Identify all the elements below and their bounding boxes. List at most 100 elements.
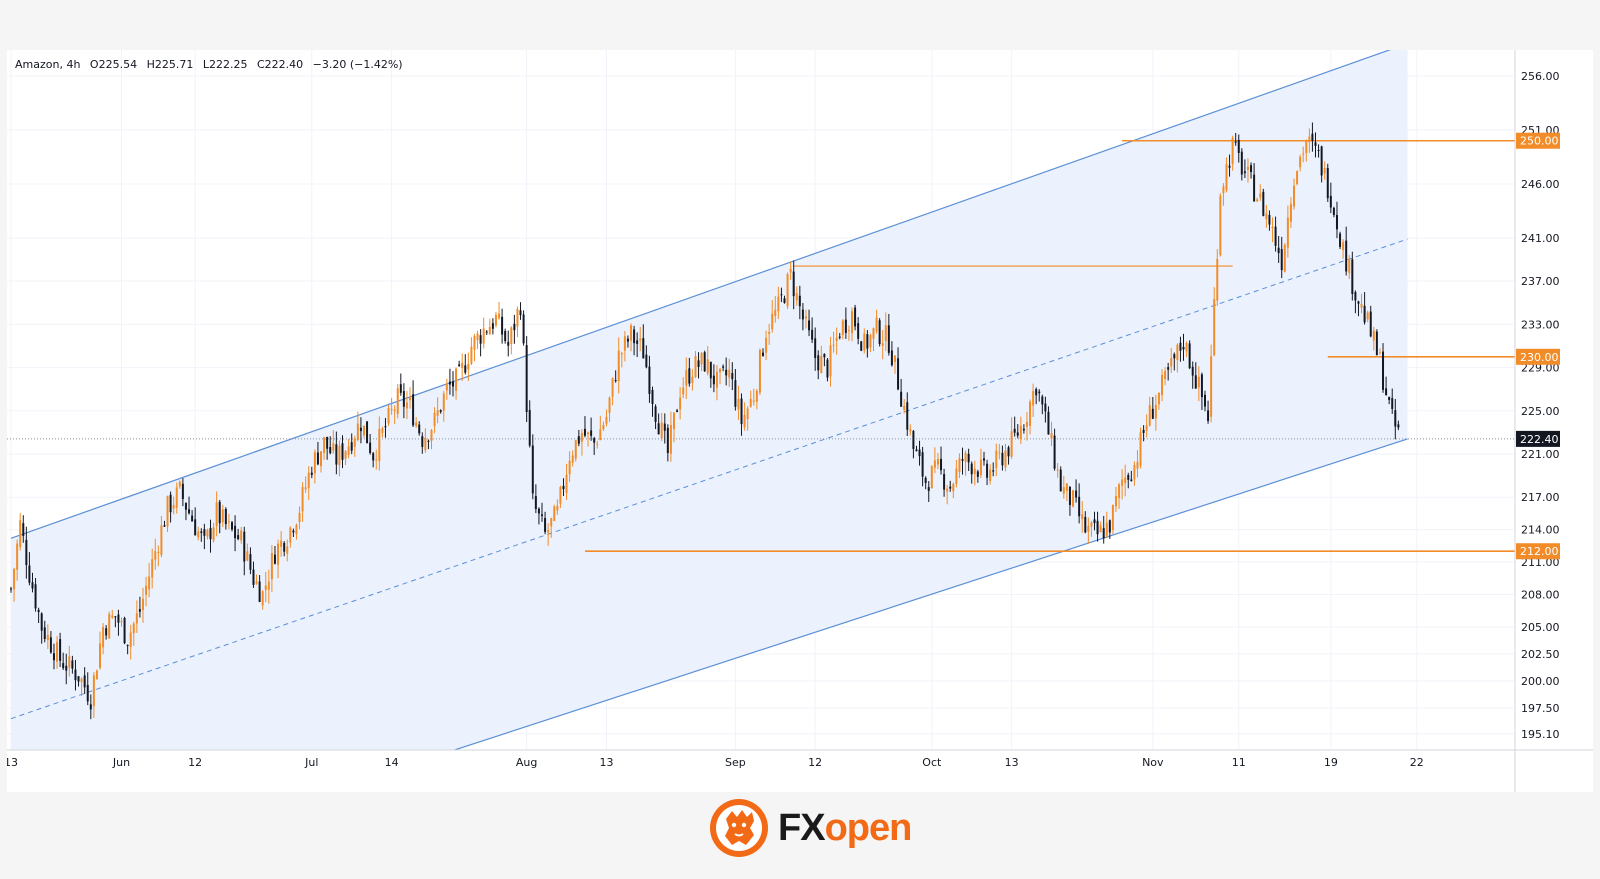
candle-body [789,268,792,273]
candle-body [1004,450,1007,468]
candle-body [320,451,323,467]
last-price-label: 222.40 [1520,433,1559,446]
candle-body [1084,516,1087,533]
candle-body [817,355,820,371]
candle-body [890,350,893,366]
candle-body [940,458,943,471]
candle-body [553,506,556,521]
candle-body [952,484,955,492]
candle-body [537,508,540,514]
candle-body [1314,142,1317,146]
candle-body [359,427,362,432]
candle-body [765,337,768,353]
candle-body [197,531,200,538]
candle-body [1105,522,1108,536]
candle-body [1078,496,1081,517]
candle-body [878,320,881,344]
candle-body [697,360,700,368]
candle-body [89,704,92,710]
candle-body [1246,166,1249,170]
candle-body [160,525,163,556]
candle-body [1185,342,1188,352]
candle-body [768,332,771,335]
candle-body [1118,484,1121,499]
candle-body [405,402,408,409]
candle-body [191,515,194,522]
candle-body [541,514,544,516]
candle-body [1148,405,1151,426]
candle-body [740,398,743,425]
candle-body [105,628,108,636]
candle-body [915,449,918,452]
candle-body [418,424,421,434]
candle-body [108,613,111,639]
candle-body [672,412,675,430]
y-tick-label: 237.00 [1521,275,1560,288]
candle-body [1191,366,1194,376]
candle-body [68,656,71,668]
candle-body [277,543,280,565]
candle-body [1234,141,1237,143]
candle-body [979,459,982,476]
candle-body [620,353,623,355]
price-chart[interactable]: 256.00251.00246.00241.00237.00233.00229.… [7,50,1593,792]
candle-body [989,469,992,481]
channel-group [10,50,1408,750]
candle-body [1219,195,1222,256]
candle-body [811,329,814,340]
candle-body [964,452,967,462]
candle-body [329,447,332,454]
fxopen-logo: FXopen [708,793,938,863]
candle-body [804,316,807,319]
candle-body [114,616,117,618]
candle-body [685,370,688,386]
candle-body [927,487,930,491]
candle-body [218,501,221,524]
candle-body [34,584,37,609]
candle-body [255,581,258,584]
candle-body [820,355,823,374]
candle-body [243,531,246,562]
legend-low: L222.25 [202,58,248,71]
candle-body [857,323,860,339]
candle-body [1167,367,1170,370]
candle-body [666,427,669,454]
candle-body [249,554,252,570]
candle-body [854,307,857,327]
y-tick-label: 221.00 [1521,448,1560,461]
chart-panel[interactable]: 256.00 251.00 246.00 241.00 237.00 233.00 229.… [7,50,1593,792]
candle-body [574,440,577,459]
candle-body [949,486,952,489]
candle-body [1072,490,1075,507]
candle-body [1391,398,1394,409]
candle-body [1157,392,1160,405]
candle-body [292,530,295,533]
candle-body [1176,344,1179,361]
candle-body [1342,242,1345,251]
candle-body [1213,298,1216,356]
candle-body [203,529,206,536]
candle-body [86,684,89,702]
candle-body [1130,479,1133,481]
channel-lower-line [452,438,1408,750]
candle-body [95,670,98,680]
candle-body [99,643,102,668]
candle-body [510,327,513,345]
candle-body [237,535,240,540]
candle-body [1022,428,1025,431]
candle-body [252,569,255,585]
candle-body [206,529,209,537]
candle-body [1136,461,1139,469]
candle-body [1210,356,1213,417]
candle-body [633,329,636,344]
y-tick-label: 225.00 [1521,405,1560,418]
candle-body [396,388,399,414]
candle-body [596,443,599,445]
candle-body [62,663,65,669]
candle-body [399,384,402,393]
candle-body [583,428,586,436]
candle-body [347,446,350,455]
candle-body [141,598,144,610]
candle-body [623,336,626,351]
candle-body [648,366,651,394]
